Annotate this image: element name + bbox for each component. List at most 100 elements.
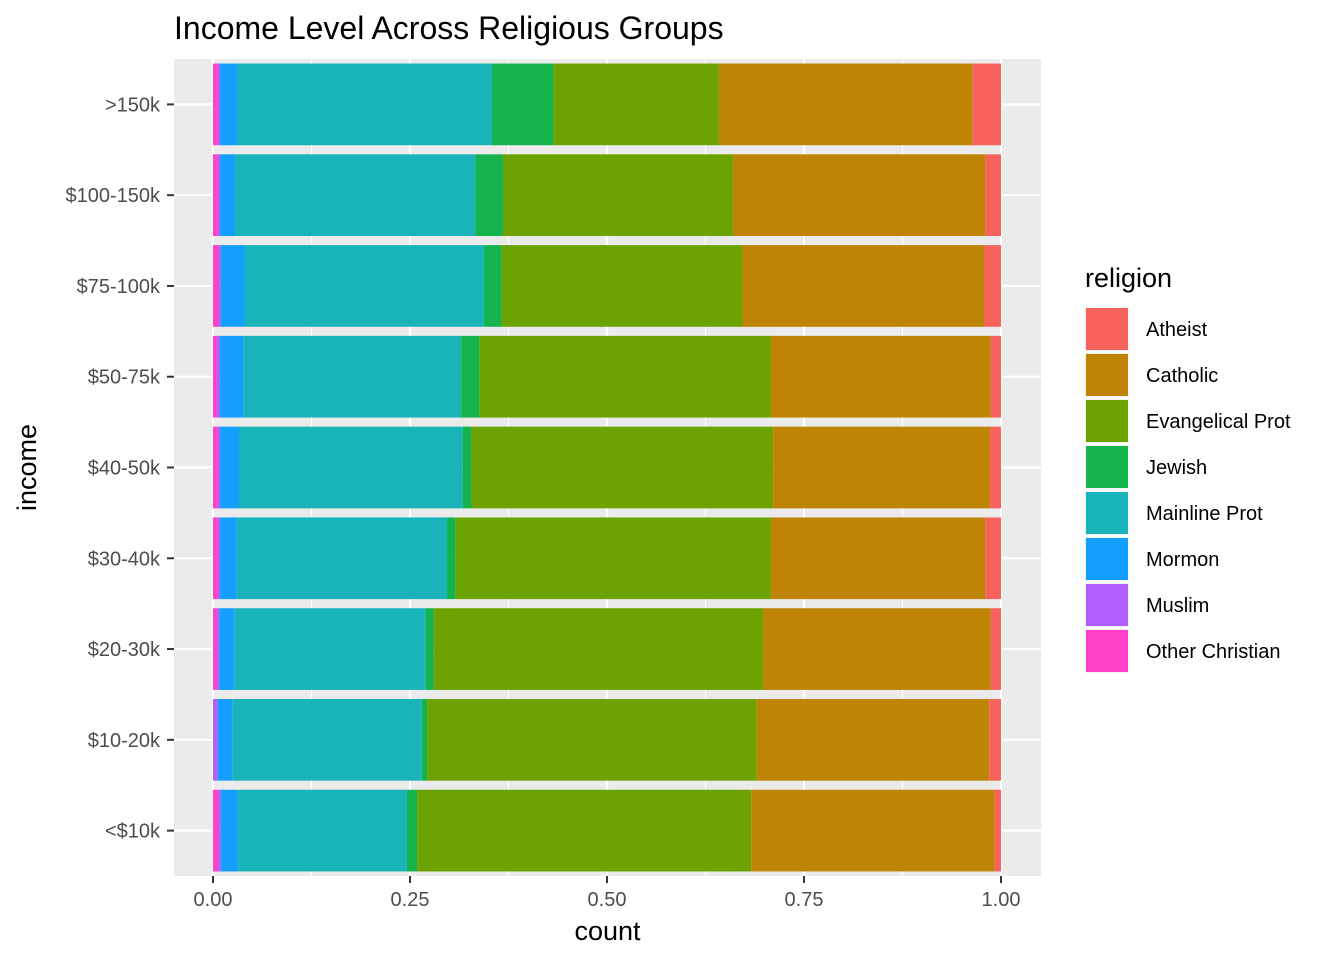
bar-segment-mormon [219,608,235,690]
bar-segment-jewish [461,335,480,418]
bar-segment-atheist [994,789,1001,872]
bar-segment-atheist [989,426,1001,509]
legend-swatch [1086,538,1128,580]
legend-swatch [1086,446,1128,488]
bar-segment-atheist [989,698,1001,781]
bar-segment-catholic [751,789,995,872]
bar-segment-muslim [218,245,221,327]
x-axis-title: count [574,916,641,946]
y-tick-label: $10-20k [88,730,161,752]
bar-segment-mainline-prot [232,698,422,781]
bar-segment-mainline-prot [236,517,448,600]
bar-segment-other-christian [213,426,218,509]
x-tick-label: 0.00 [194,889,233,911]
y-tick-label: $50-75k [88,367,161,389]
bar-segment-muslim [216,335,221,418]
bar-segment-mainline-prot [239,426,463,509]
legend-label: Mainline Prot [1146,503,1263,525]
x-tick-label: 0.25 [391,889,430,911]
bar-segment-mormon [220,154,236,237]
bar-segment-mormon [217,698,233,781]
bar-segment-evangelical-prot [502,154,734,237]
legend-title: religion [1085,263,1172,293]
bar-segment-other-christian [213,245,219,327]
bar-segment-mormon [220,789,239,872]
bar-segment-muslim [218,789,221,872]
bar-segment-muslim [213,698,218,781]
bar-segment-evangelical-prot [455,517,771,600]
bar-segment-jewish [425,608,434,690]
y-tick-label: $30-40k [88,548,161,570]
bar-segment-muslim [217,426,221,509]
bar-segment-mainline-prot [238,789,407,872]
bar-segment-mainline-prot [237,63,492,146]
legend-label: Mormon [1146,549,1219,571]
legend-label: Muslim [1146,595,1209,617]
x-tick-label: 0.50 [588,889,627,911]
bar-segment-other-christian [213,63,218,146]
bar-segment-atheist [972,63,1001,146]
y-tick-label: $100-150k [65,185,161,207]
bar-segment-evangelical-prot [433,608,764,690]
legend-swatch [1086,584,1128,626]
legend-swatch [1086,308,1128,350]
bar-segment-muslim [217,154,221,237]
bar-segment-catholic [773,426,990,509]
bar-segment-evangelical-prot [471,426,774,509]
bar-segment-evangelical-prot [417,789,752,872]
bar-segment-other-christian [213,789,219,872]
x-tick-label: 0.75 [785,889,824,911]
bar-segment-other-christian [213,517,218,600]
y-tick-label: >150k [105,94,161,116]
y-tick-label: $75-100k [77,276,161,298]
bar-segment-atheist [985,154,1001,237]
legend-label: Evangelical Prot [1146,411,1291,433]
bar-segment-atheist [984,245,1001,327]
bar-segment-evangelical-prot [553,63,719,146]
bar-segment-jewish [491,63,554,146]
bar-segment-catholic [770,517,986,600]
bar-segment-catholic [770,335,991,418]
bar-segment-jewish [406,789,418,872]
bar-segment-atheist [990,335,1001,418]
bar-segment-mormon [220,335,244,418]
bar-segment-mainline-prot [243,335,462,418]
legend-swatch [1086,400,1128,442]
legend-label: Catholic [1146,365,1218,387]
bar-segment-evangelical-prot [501,245,743,327]
chart-title: Income Level Across Religious Groups [174,10,724,46]
bar-segment-jewish [462,426,472,509]
bar-segment-catholic [763,608,991,690]
bar-segment-mainline-prot [244,245,485,327]
bar-segment-evangelical-prot [427,698,757,781]
bar-segment-mormon [220,426,240,509]
bar-segment-mormon [220,63,238,146]
bar-segment-jewish [421,698,428,781]
y-axis-title: income [12,424,42,511]
bar-segment-muslim [217,517,221,600]
bar-segment-mainline-prot [234,608,426,690]
bar-segment-atheist [990,608,1001,690]
legend-label: Atheist [1146,319,1208,341]
bar-segment-catholic [733,154,986,237]
legend-swatch [1086,630,1128,672]
bar-segment-catholic [742,245,985,327]
legend-label: Jewish [1146,457,1207,479]
bar-segment-jewish [484,245,502,327]
bar-segment-other-christian [213,608,217,690]
y-tick-label: $40-50k [88,458,161,480]
bar-segment-muslim [217,63,221,146]
y-tick-label: $20-30k [88,639,161,661]
y-tick-label: <$10k [105,821,161,843]
bar-segment-mormon [220,517,237,600]
bar-segment-mainline-prot [235,154,476,237]
bar-segment-catholic [756,698,990,781]
bar-segment-muslim [216,608,220,690]
bar-segment-catholic [718,63,973,146]
bar-segment-jewish [475,154,503,237]
bar-segment-other-christian [213,335,217,418]
bar-segment-other-christian [213,154,218,237]
bar-segment-jewish [447,517,456,600]
